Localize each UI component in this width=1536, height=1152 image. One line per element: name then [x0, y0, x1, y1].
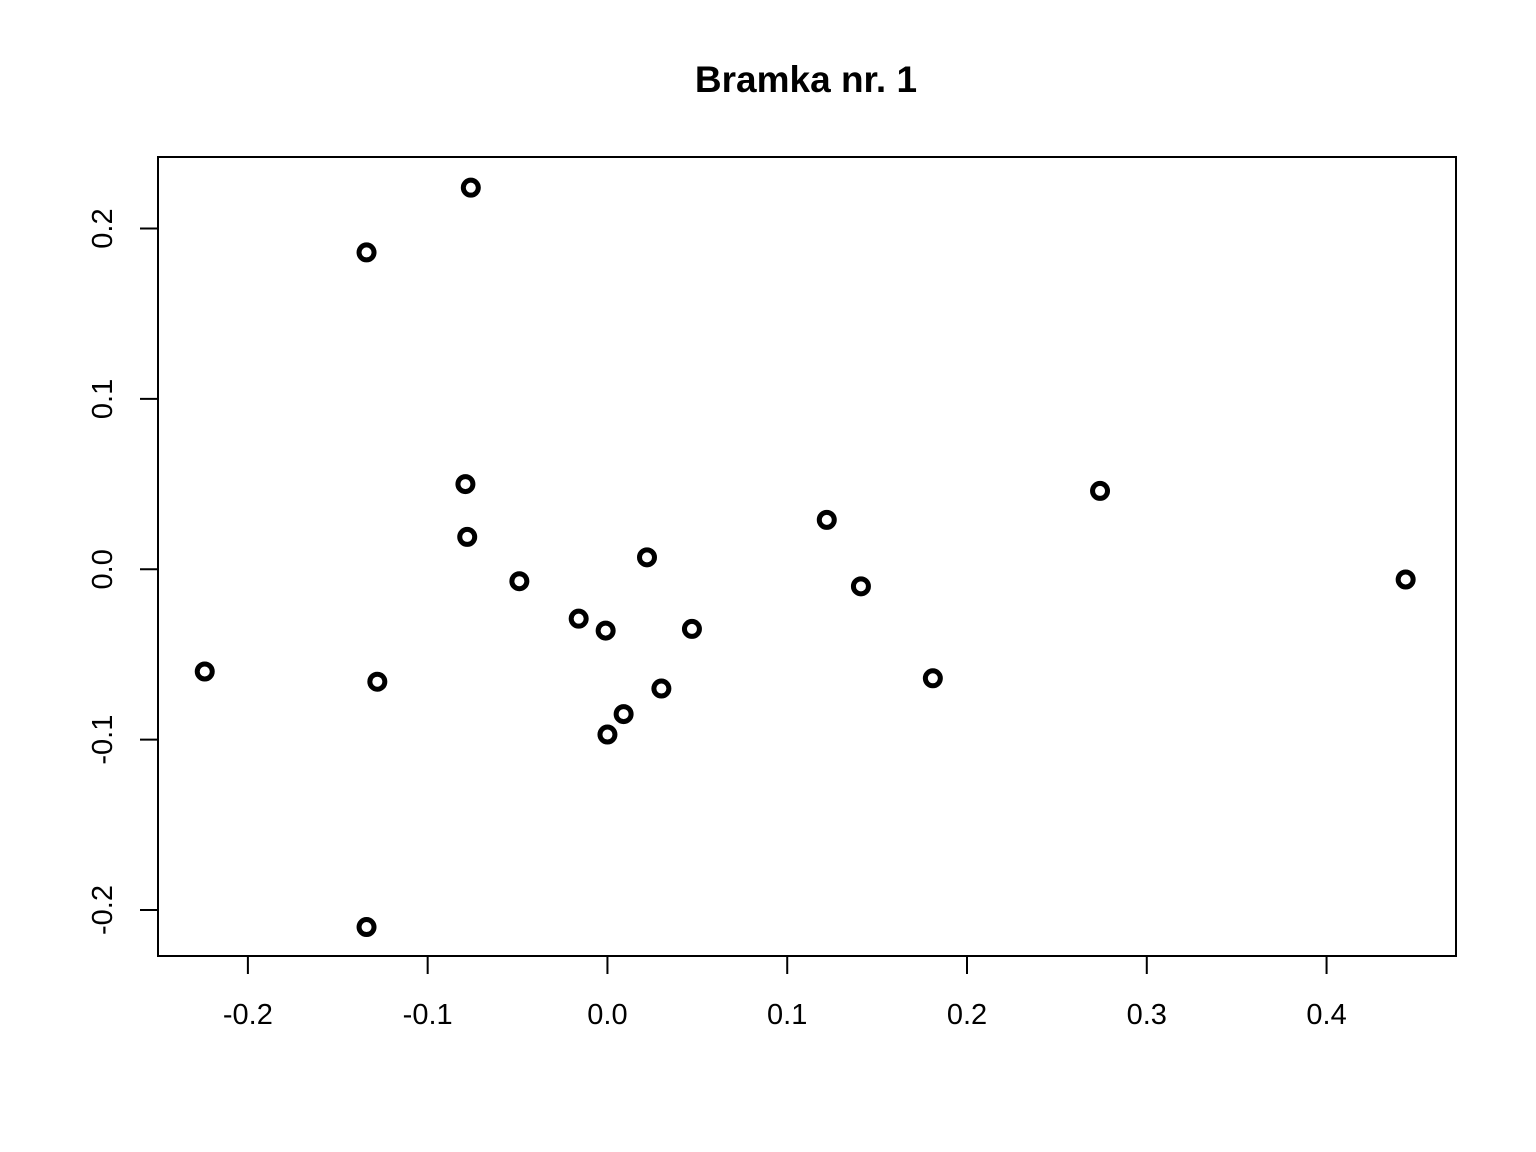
- scatter-point: [568, 608, 589, 629]
- scatter-point: [460, 177, 481, 198]
- y-tick-label: 0.1: [87, 379, 119, 419]
- data-points: [194, 177, 1416, 938]
- scatter-point: [1090, 480, 1111, 501]
- x-tick-label: 0.4: [1306, 999, 1346, 1031]
- scatter-point: [356, 242, 377, 263]
- x-tick-label: 0.3: [1127, 999, 1167, 1031]
- scatter-point: [636, 547, 657, 568]
- scatter-point: [613, 704, 634, 725]
- scatter-point: [597, 724, 618, 745]
- scatter-point: [651, 678, 672, 699]
- x-tick-label: 0.2: [947, 999, 987, 1031]
- x-tick-label: 0.0: [587, 999, 627, 1031]
- scatter-point: [367, 671, 388, 692]
- x-tick-label: -0.1: [403, 999, 453, 1031]
- scatter-point: [595, 620, 616, 641]
- chart-title: Bramka nr. 1: [695, 59, 917, 100]
- plot-frame: [157, 156, 1457, 957]
- scatter-point: [356, 917, 377, 938]
- scatter-point: [455, 474, 476, 495]
- scatter-point: [681, 618, 702, 639]
- x-tick-label: 0.1: [767, 999, 807, 1031]
- scatter-point: [850, 576, 871, 597]
- scatter-point: [1395, 569, 1416, 590]
- scatter-point: [816, 509, 837, 530]
- y-axis: -0.2 -0.1 0.0 0.1 0.2: [87, 208, 159, 935]
- scatter-point: [194, 661, 215, 682]
- y-tick-label: -0.1: [87, 715, 119, 765]
- y-tick-label: 0.0: [87, 549, 119, 589]
- x-axis: -0.2 -0.1 0.0 0.1 0.2 0.3 0.4: [223, 955, 1347, 1031]
- scatter-point: [457, 526, 478, 547]
- x-tick-label: -0.2: [223, 999, 273, 1031]
- y-tick-label: -0.2: [87, 885, 119, 935]
- scatter-point: [922, 668, 943, 689]
- y-tick-label: 0.2: [87, 208, 119, 248]
- scatter-point: [509, 571, 530, 592]
